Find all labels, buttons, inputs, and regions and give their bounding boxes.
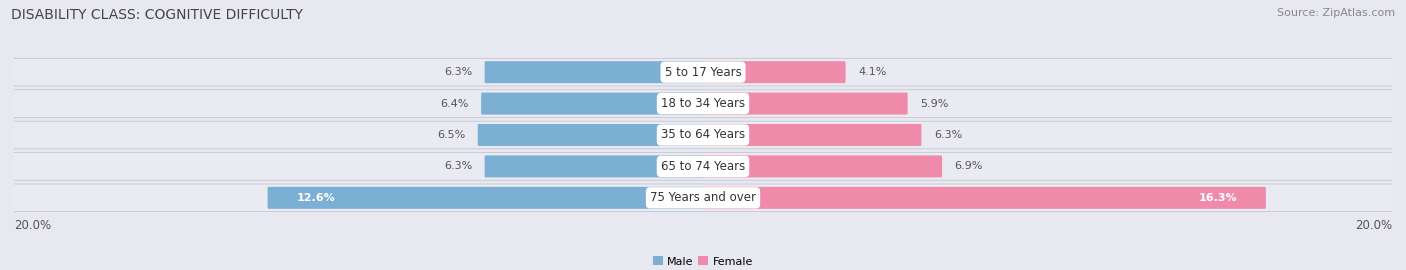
FancyBboxPatch shape	[478, 124, 704, 146]
FancyBboxPatch shape	[485, 156, 704, 177]
Text: 65 to 74 Years: 65 to 74 Years	[661, 160, 745, 173]
FancyBboxPatch shape	[6, 184, 1400, 212]
FancyBboxPatch shape	[6, 90, 1400, 117]
FancyBboxPatch shape	[6, 58, 1400, 86]
Text: 4.1%: 4.1%	[858, 67, 886, 77]
Text: 18 to 34 Years: 18 to 34 Years	[661, 97, 745, 110]
FancyBboxPatch shape	[267, 187, 704, 209]
Text: 6.3%: 6.3%	[444, 67, 472, 77]
Text: 12.6%: 12.6%	[297, 193, 335, 203]
Legend: Male, Female: Male, Female	[648, 252, 758, 270]
Text: 6.5%: 6.5%	[437, 130, 465, 140]
FancyBboxPatch shape	[702, 61, 845, 83]
Text: 20.0%: 20.0%	[14, 219, 51, 232]
Text: 6.3%: 6.3%	[444, 161, 472, 171]
FancyBboxPatch shape	[702, 93, 908, 114]
Text: DISABILITY CLASS: COGNITIVE DIFFICULTY: DISABILITY CLASS: COGNITIVE DIFFICULTY	[11, 8, 304, 22]
Text: 16.3%: 16.3%	[1198, 193, 1237, 203]
FancyBboxPatch shape	[702, 124, 921, 146]
Text: 6.4%: 6.4%	[440, 99, 468, 109]
Text: 75 Years and over: 75 Years and over	[650, 191, 756, 204]
FancyBboxPatch shape	[702, 156, 942, 177]
FancyBboxPatch shape	[6, 121, 1400, 149]
FancyBboxPatch shape	[485, 61, 704, 83]
Text: 6.3%: 6.3%	[934, 130, 962, 140]
Text: 35 to 64 Years: 35 to 64 Years	[661, 129, 745, 141]
Text: 20.0%: 20.0%	[1355, 219, 1392, 232]
FancyBboxPatch shape	[702, 187, 1265, 209]
Text: 5.9%: 5.9%	[920, 99, 949, 109]
Text: 5 to 17 Years: 5 to 17 Years	[665, 66, 741, 79]
FancyBboxPatch shape	[481, 93, 704, 114]
FancyBboxPatch shape	[6, 153, 1400, 180]
Text: Source: ZipAtlas.com: Source: ZipAtlas.com	[1277, 8, 1395, 18]
Text: 6.9%: 6.9%	[955, 161, 983, 171]
